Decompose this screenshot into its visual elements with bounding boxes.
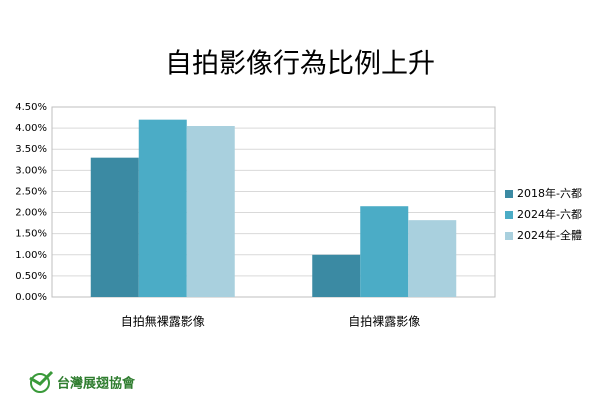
logo-icon bbox=[29, 370, 54, 386]
plot-border bbox=[51, 106, 496, 298]
x-tick-label: 自拍裸露影像 bbox=[348, 314, 420, 329]
legend-label: 2024年-全體 bbox=[517, 228, 582, 242]
legend-label: 2024年-六都 bbox=[517, 207, 582, 221]
y-tick-label: 3.00% bbox=[15, 165, 47, 176]
legend-swatch bbox=[505, 211, 513, 219]
x-tick-label: 自拍無裸露影像 bbox=[121, 314, 205, 329]
y-tick-label: 2.00% bbox=[15, 208, 47, 219]
logo: 台灣展翅協會 bbox=[29, 370, 136, 393]
bar bbox=[408, 220, 457, 297]
chart-title: 自拍影像行為比例上升 bbox=[165, 49, 435, 80]
bar bbox=[186, 126, 235, 297]
y-tick-label: 3.50% bbox=[15, 144, 47, 155]
bar bbox=[312, 254, 361, 297]
y-tick-label: 0.00% bbox=[15, 292, 47, 303]
y-tick-label: 4.50% bbox=[15, 102, 47, 113]
y-tick-label: 4.00% bbox=[15, 123, 47, 134]
bar bbox=[360, 206, 409, 297]
legend-swatch bbox=[505, 232, 513, 240]
y-tick-label: 2.50% bbox=[15, 186, 47, 197]
legend-label: 2018年-六都 bbox=[517, 186, 582, 200]
bar bbox=[90, 157, 139, 297]
bar bbox=[138, 119, 187, 298]
y-tick-label: 1.00% bbox=[15, 250, 47, 261]
y-tick-label: 0.50% bbox=[15, 271, 47, 282]
logo-icon bbox=[30, 373, 50, 393]
y-tick-label: 1.50% bbox=[15, 229, 47, 240]
logo-text: 台灣展翅協會 bbox=[57, 376, 136, 392]
legend-swatch bbox=[505, 190, 513, 198]
